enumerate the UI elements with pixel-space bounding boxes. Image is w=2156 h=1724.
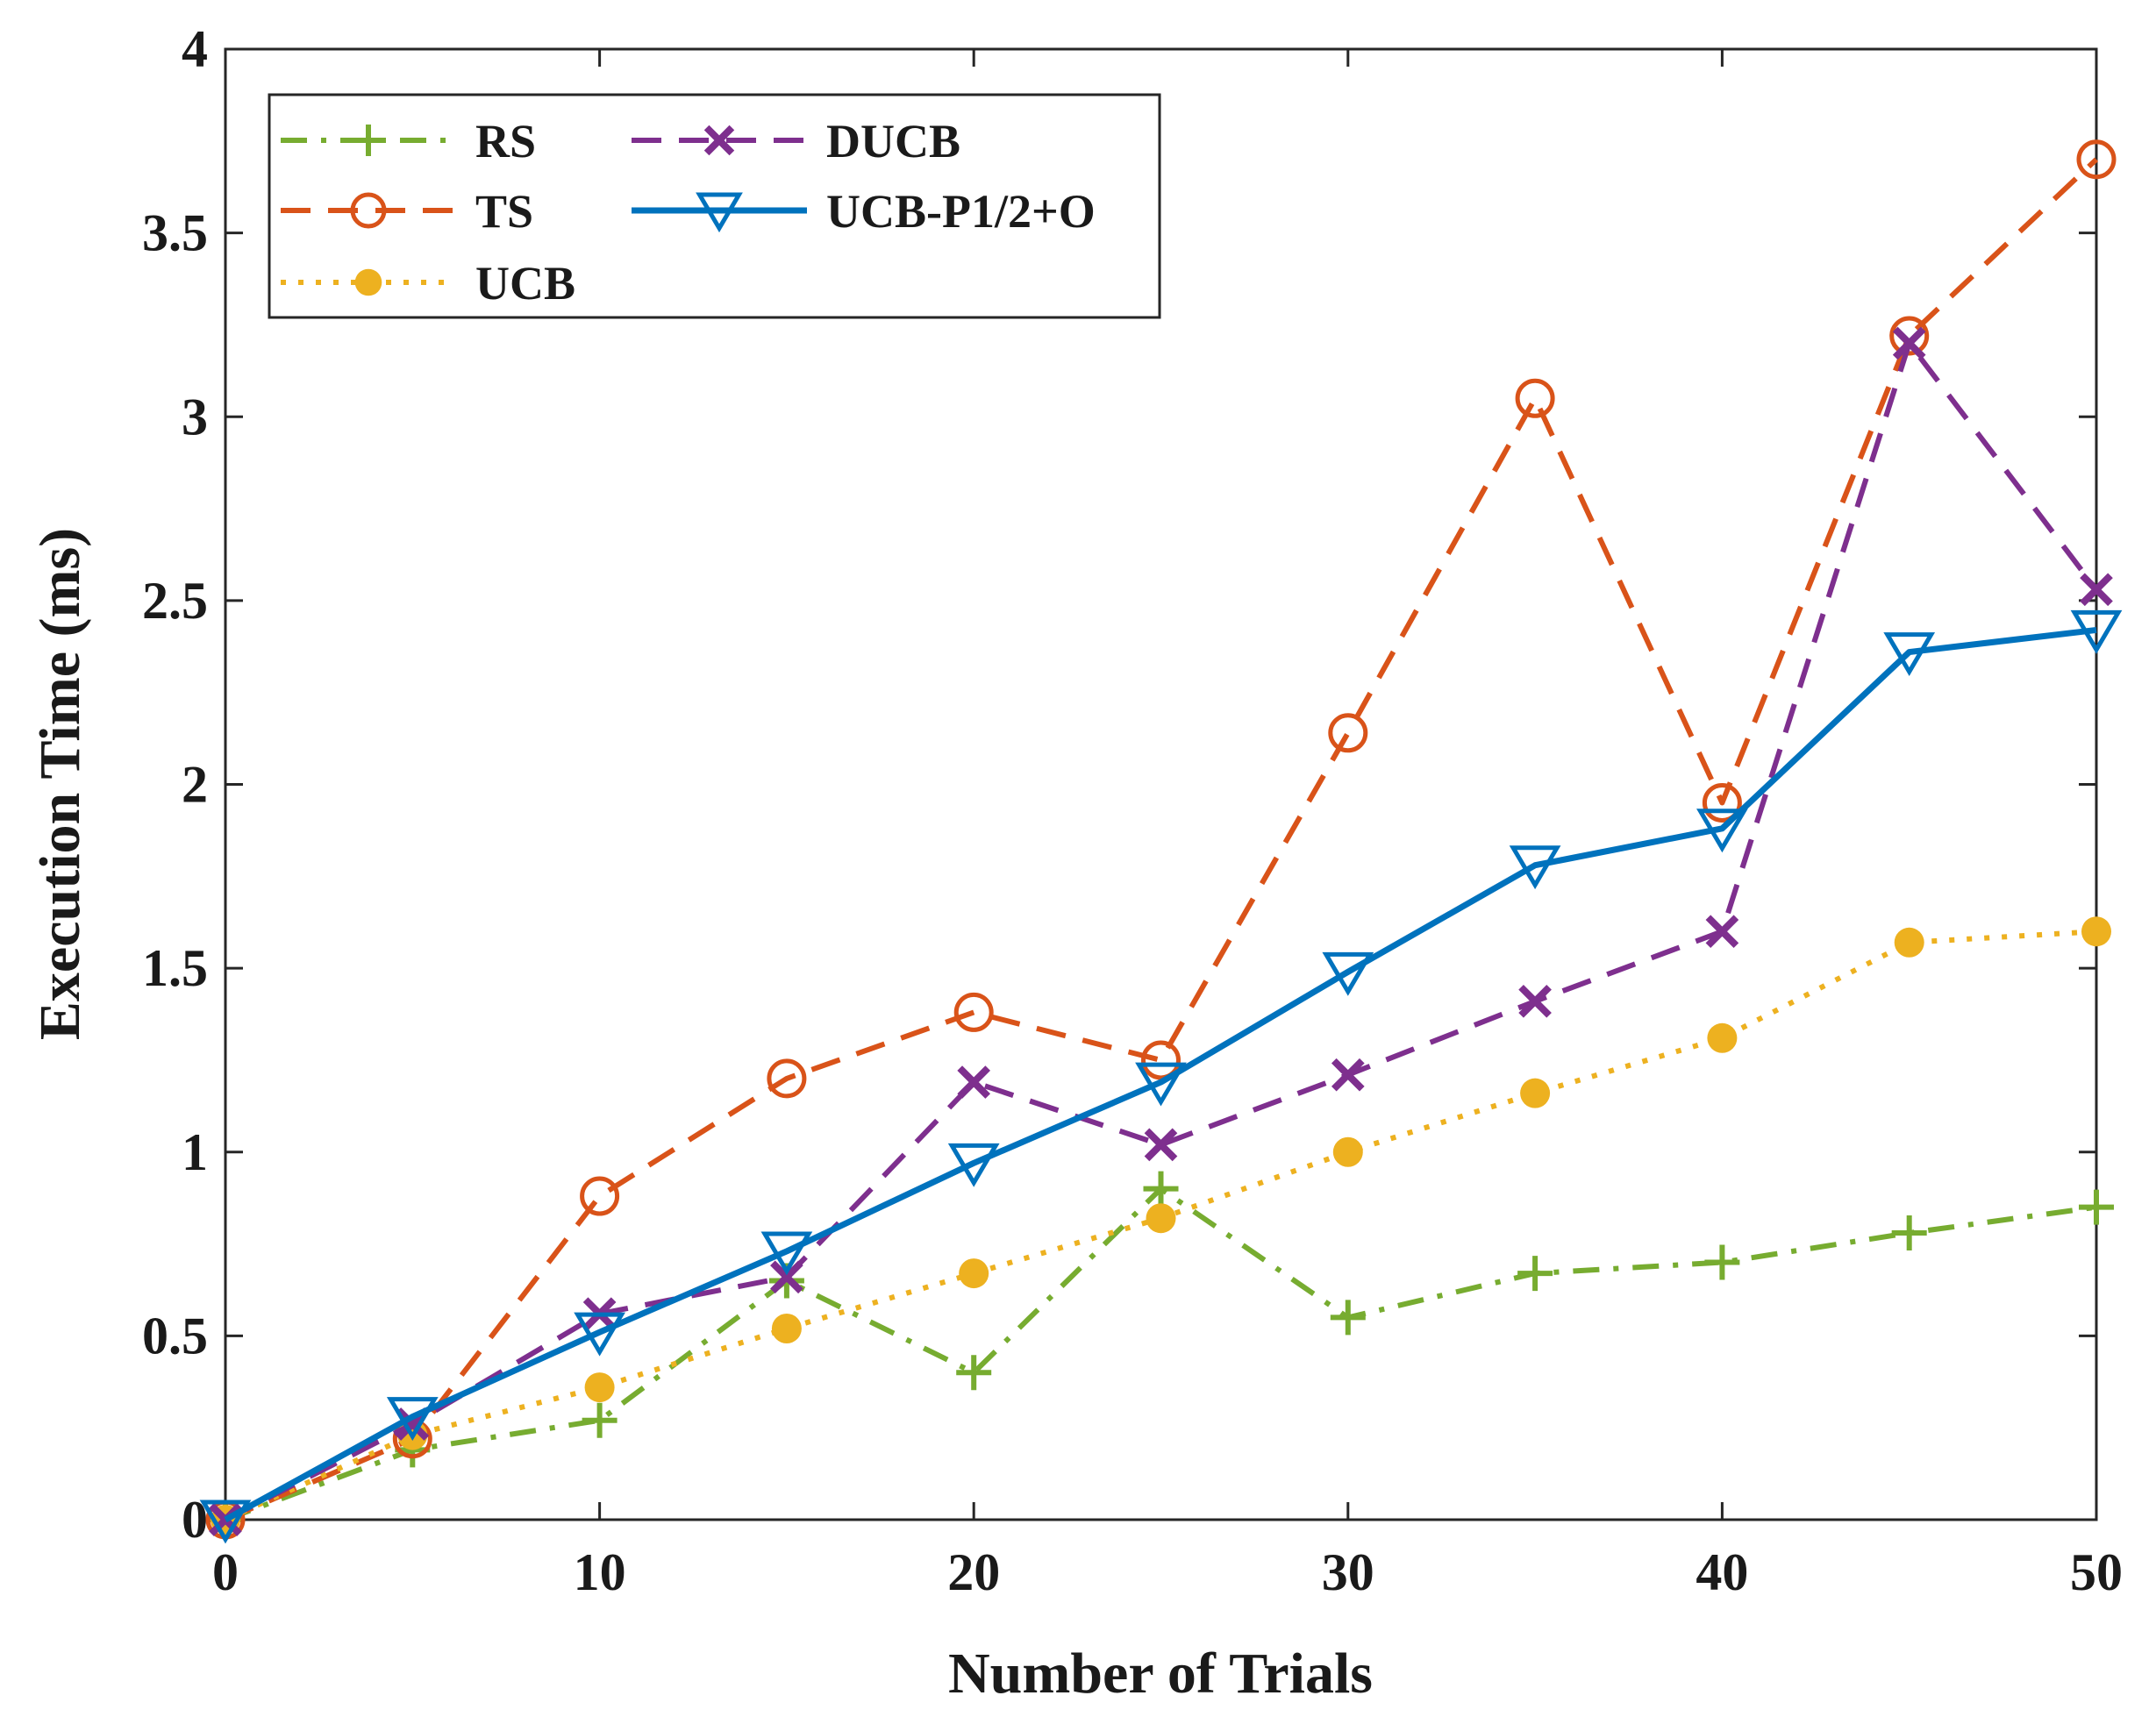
data-point <box>1707 1022 1738 1053</box>
legend-entry: RS <box>281 115 536 167</box>
y-tick-label: 3.5 <box>142 204 208 262</box>
legend: RS TS UCB DUCB UCB-P1/2+O <box>268 93 1161 319</box>
data-point <box>1322 951 1374 996</box>
data-point <box>1889 316 1930 356</box>
x-tick-label: 40 <box>1696 1543 1748 1601</box>
data-point <box>1146 1203 1176 1234</box>
data-point <box>1515 378 1555 418</box>
data-point <box>2070 609 2123 654</box>
data-point <box>1143 1171 1179 1207</box>
data-point <box>957 1065 991 1099</box>
data-point <box>767 1058 807 1099</box>
data-point <box>1331 1058 1365 1092</box>
series-ducb <box>209 326 2113 1536</box>
series-rs <box>208 1171 2114 1537</box>
series-ucb-p1-2-o <box>199 609 2123 1544</box>
data-point <box>1894 927 1924 958</box>
legend-label: DUCB <box>826 115 960 167</box>
data-point <box>574 1312 625 1357</box>
data-point <box>1144 1128 1178 1162</box>
data-point <box>1330 1300 1366 1336</box>
y-tick-label: 2.5 <box>142 572 208 630</box>
data-point <box>199 1500 252 1544</box>
y-axis-title: Execution Time (ms) <box>28 528 92 1040</box>
data-point <box>770 1260 803 1294</box>
data-point <box>386 1397 439 1442</box>
x-tick-label: 20 <box>947 1543 1000 1601</box>
data-point <box>2080 573 2113 607</box>
series-layer <box>199 139 2123 1544</box>
legend-label: TS <box>475 185 533 238</box>
x-tick-label: 0 <box>212 1543 239 1601</box>
legend-label: UCB <box>475 257 575 310</box>
data-point <box>1135 1062 1187 1107</box>
data-point <box>1883 632 1936 677</box>
data-point <box>582 1402 618 1438</box>
y-tick-label: 0 <box>182 1491 208 1549</box>
data-point <box>2081 916 2111 947</box>
x-axis-title: Number of Trials <box>948 1642 1373 1706</box>
data-point <box>760 1231 813 1276</box>
data-point <box>1509 845 1561 890</box>
data-point <box>1696 809 1748 853</box>
y-tick-label: 2 <box>182 756 208 814</box>
x-axis: 0 10 20 30 40 50 <box>212 49 2123 1601</box>
legend-entry: UCB-P1/2+O <box>632 185 1096 238</box>
legend-marker <box>696 192 743 233</box>
x-tick-label: 30 <box>1322 1543 1374 1601</box>
data-point <box>956 1355 992 1391</box>
legend-entry: DUCB <box>632 115 960 167</box>
data-point <box>584 1372 615 1403</box>
legend-marker <box>354 268 382 296</box>
data-point <box>1520 1078 1551 1108</box>
legend-entry: UCB <box>281 257 575 310</box>
data-point <box>2076 139 2117 180</box>
y-tick-label: 0.5 <box>142 1307 208 1364</box>
series-line <box>224 157 2099 1522</box>
data-point <box>1141 1040 1181 1080</box>
legend-marker <box>350 192 387 229</box>
legend-marker <box>353 125 384 156</box>
data-point <box>959 1258 989 1289</box>
y-tick-label: 4 <box>182 20 208 78</box>
data-point <box>1517 1256 1553 1292</box>
data-point <box>1705 915 1739 949</box>
data-point <box>1328 713 1368 753</box>
y-axis: 0 0.5 1 1.5 2 2.5 3 3.5 4 <box>142 20 2096 1549</box>
data-point <box>1891 1215 1927 1250</box>
data-point <box>2079 1189 2114 1225</box>
legend-label: RS <box>475 115 536 167</box>
data-point <box>1332 1136 1363 1167</box>
x-tick-label: 50 <box>2070 1543 2123 1601</box>
data-point <box>1704 1244 1740 1280</box>
x-tick-label: 10 <box>574 1543 626 1601</box>
data-point <box>1702 782 1742 823</box>
y-tick-label: 1.5 <box>142 939 208 997</box>
data-point <box>953 992 994 1032</box>
legend-entry: TS <box>281 185 533 238</box>
legend-marker <box>703 125 735 156</box>
series-line <box>224 340 2099 1522</box>
data-point <box>947 1143 1000 1187</box>
series-line <box>224 626 2097 1523</box>
data-point <box>1892 326 1926 360</box>
legend-label: UCB-P1/2+O <box>826 185 1096 238</box>
data-point <box>580 1176 620 1216</box>
data-point <box>1518 985 1552 1018</box>
y-tick-label: 3 <box>182 388 208 445</box>
y-tick-label: 1 <box>182 1123 208 1181</box>
data-point <box>771 1313 802 1343</box>
